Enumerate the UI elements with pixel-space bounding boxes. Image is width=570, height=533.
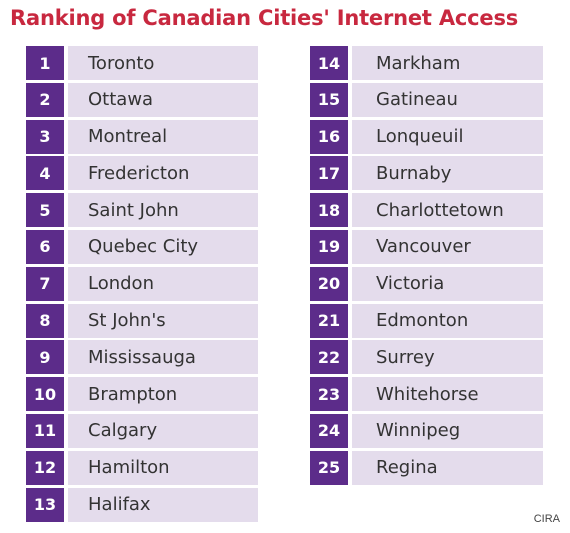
city-name: Burnaby bbox=[352, 156, 543, 191]
city-name: Winnipeg bbox=[352, 413, 543, 448]
ranking-row: 16 Lonqueuil bbox=[310, 119, 543, 154]
rank-number: 13 bbox=[26, 487, 64, 522]
rank-number: 20 bbox=[310, 266, 348, 301]
city-name: Montreal bbox=[68, 119, 258, 154]
city-name: Edmonton bbox=[352, 303, 543, 338]
rank-number: 14 bbox=[310, 46, 348, 80]
ranking-row: 22 Surrey bbox=[310, 340, 543, 375]
rank-number: 4 bbox=[26, 156, 64, 191]
ranking-row: 6 Quebec City bbox=[26, 229, 258, 264]
rank-number: 17 bbox=[310, 156, 348, 191]
rank-number: 15 bbox=[310, 82, 348, 117]
ranking-row: 14 Markham bbox=[310, 46, 543, 80]
source-credit: CIRA bbox=[533, 513, 560, 525]
city-name: Mississauga bbox=[68, 340, 258, 375]
city-name: Whitehorse bbox=[352, 377, 543, 412]
ranking-row: 24 Winnipeg bbox=[310, 413, 543, 448]
rank-number: 3 bbox=[26, 119, 64, 154]
rank-number: 12 bbox=[26, 450, 64, 485]
ranking-row: 8 St John's bbox=[26, 303, 258, 338]
city-name: Lonqueuil bbox=[352, 119, 543, 154]
ranking-row: 7 London bbox=[26, 266, 258, 301]
page-title: Ranking of Canadian Cities' Internet Acc… bbox=[10, 6, 519, 30]
rank-number: 2 bbox=[26, 82, 64, 117]
city-name: Victoria bbox=[352, 266, 543, 301]
rank-number: 16 bbox=[310, 119, 348, 154]
city-name: Markham bbox=[352, 46, 543, 80]
rank-number: 25 bbox=[310, 450, 348, 485]
rank-number: 21 bbox=[310, 303, 348, 338]
city-name: Saint John bbox=[68, 193, 258, 228]
city-name: St John's bbox=[68, 303, 258, 338]
ranking-list-left: 1 Toronto 2 Ottawa 3 Montreal 4 Fredericton … bbox=[26, 46, 258, 524]
city-name: Fredericton bbox=[68, 156, 258, 191]
ranking-row: 20 Victoria bbox=[310, 266, 543, 301]
ranking-row: 15 Gatineau bbox=[310, 82, 543, 117]
ranking-list-right: 14 Markham 15 Gatineau 16 Lonqueuil 17 Burna… bbox=[310, 46, 543, 488]
ranking-row: 19 Vancouver bbox=[310, 229, 543, 264]
city-name: Hamilton bbox=[68, 450, 258, 485]
ranking-row: 4 Fredericton bbox=[26, 156, 258, 191]
rank-number: 22 bbox=[310, 340, 348, 375]
city-name: Surrey bbox=[352, 340, 543, 375]
ranking-row: 10 Brampton bbox=[26, 377, 258, 412]
city-name: Charlottetown bbox=[352, 193, 543, 228]
rank-number: 8 bbox=[26, 303, 64, 338]
ranking-row: 18 Charlottetown bbox=[310, 193, 543, 228]
ranking-row: 13 Halifax bbox=[26, 487, 258, 522]
city-name: London bbox=[68, 266, 258, 301]
ranking-row: 21 Edmonton bbox=[310, 303, 543, 338]
ranking-row: 23 Whitehorse bbox=[310, 377, 543, 412]
rank-number: 5 bbox=[26, 193, 64, 228]
city-name: Regina bbox=[352, 450, 543, 485]
rank-number: 7 bbox=[26, 266, 64, 301]
rank-number: 11 bbox=[26, 413, 64, 448]
city-name: Quebec City bbox=[68, 229, 258, 264]
ranking-row: 11 Calgary bbox=[26, 413, 258, 448]
rank-number: 23 bbox=[310, 377, 348, 412]
rank-number: 6 bbox=[26, 229, 64, 264]
city-name: Vancouver bbox=[352, 229, 543, 264]
rank-number: 1 bbox=[26, 46, 64, 80]
rank-number: 10 bbox=[26, 377, 64, 412]
rank-number: 24 bbox=[310, 413, 348, 448]
city-name: Ottawa bbox=[68, 82, 258, 117]
ranking-row: 5 Saint John bbox=[26, 193, 258, 228]
ranking-row: 25 Regina bbox=[310, 450, 543, 485]
ranking-row: 9 Mississauga bbox=[26, 340, 258, 375]
city-name: Brampton bbox=[68, 377, 258, 412]
city-name: Gatineau bbox=[352, 82, 543, 117]
ranking-row: 17 Burnaby bbox=[310, 156, 543, 191]
ranking-row: 1 Toronto bbox=[26, 46, 258, 80]
city-name: Toronto bbox=[68, 46, 258, 80]
city-name: Halifax bbox=[68, 487, 258, 522]
ranking-row: 2 Ottawa bbox=[26, 82, 258, 117]
ranking-row: 12 Hamilton bbox=[26, 450, 258, 485]
rank-number: 19 bbox=[310, 229, 348, 264]
rank-number: 18 bbox=[310, 193, 348, 228]
city-name: Calgary bbox=[68, 413, 258, 448]
rank-number: 9 bbox=[26, 340, 64, 375]
ranking-row: 3 Montreal bbox=[26, 119, 258, 154]
